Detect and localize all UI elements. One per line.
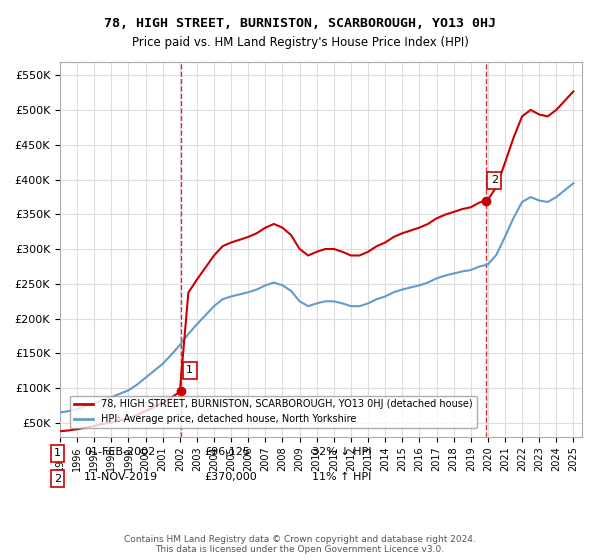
Text: £370,000: £370,000 [204,473,257,483]
Legend: 78, HIGH STREET, BURNISTON, SCARBOROUGH, YO13 0HJ (detached house), HPI: Average: 78, HIGH STREET, BURNISTON, SCARBOROUGH,… [70,395,477,428]
Text: Price paid vs. HM Land Registry's House Price Index (HPI): Price paid vs. HM Land Registry's House … [131,36,469,49]
Text: 32% ↓ HPI: 32% ↓ HPI [312,447,371,458]
Text: 2: 2 [54,474,61,484]
Text: 11% ↑ HPI: 11% ↑ HPI [312,473,371,483]
Text: Contains HM Land Registry data © Crown copyright and database right 2024.
This d: Contains HM Land Registry data © Crown c… [124,535,476,554]
Text: 1: 1 [54,449,61,459]
Text: 1: 1 [187,366,193,376]
Text: 2: 2 [491,175,498,185]
Text: 78, HIGH STREET, BURNISTON, SCARBOROUGH, YO13 0HJ: 78, HIGH STREET, BURNISTON, SCARBOROUGH,… [104,17,496,30]
Text: 11-NOV-2019: 11-NOV-2019 [84,473,158,483]
Text: £96,125: £96,125 [204,447,250,458]
Text: 01-FEB-2002: 01-FEB-2002 [84,447,155,458]
